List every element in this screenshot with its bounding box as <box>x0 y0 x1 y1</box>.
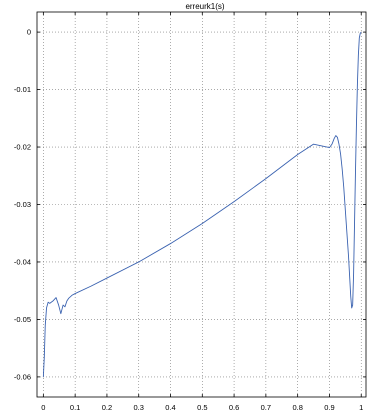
grid-lines <box>37 12 366 397</box>
series-line-0 <box>42 31 362 377</box>
chart-title: erreurk1(s) <box>185 2 224 11</box>
x-axis-ticks: 0 0.1 0.2 0.3 0.4 0.5 0.6 0.7 0.8 0.9 1 <box>41 12 363 412</box>
x-tick-label-10: 1 <box>359 403 363 412</box>
x-tick-label-1: 0.1 <box>70 403 80 412</box>
x-tick-label-7: 0.7 <box>261 403 271 412</box>
x-tick-label-3: 0.3 <box>134 403 144 412</box>
x-tick-label-6: 0.6 <box>229 403 239 412</box>
x-tick-label-9: 0.9 <box>324 403 334 412</box>
y-tick-label-5: -0.05 <box>14 315 31 324</box>
y-tick-label-3: -0.03 <box>14 200 31 209</box>
y-tick-label-6: -0.06 <box>14 372 31 381</box>
y-axis-ticks: 0 -0.01 -0.02 -0.03 -0.04 -0.05 -0.06 <box>14 28 366 381</box>
x-tick-label-0: 0 <box>41 403 45 412</box>
x-tick-label-5: 0.5 <box>197 403 207 412</box>
y-tick-label-2: -0.02 <box>14 143 31 152</box>
x-tick-label-4: 0.4 <box>165 403 175 412</box>
x-tick-label-2: 0.2 <box>102 403 112 412</box>
series-lines <box>42 31 362 377</box>
y-tick-label-4: -0.04 <box>14 257 31 266</box>
y-tick-label-0: 0 <box>27 28 31 37</box>
y-tick-label-1: -0.01 <box>14 85 31 94</box>
x-tick-label-8: 0.8 <box>292 403 302 412</box>
